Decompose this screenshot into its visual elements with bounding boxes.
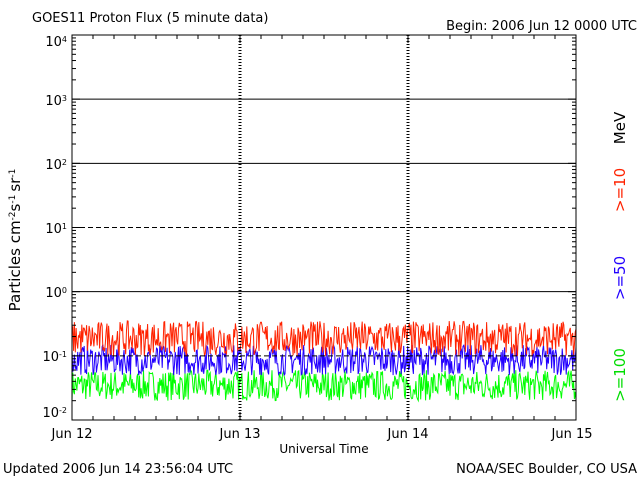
legend-entry-50mev: >=50 [611,256,629,300]
x-tick-label: Jun 15 [551,427,593,442]
y-axis-label: Particles cm-2s-1sr-1 [6,169,24,312]
series-layer [71,320,577,403]
updated-timestamp: Updated 2006 Jun 14 23:56:04 UTC [3,462,233,477]
y-tick-label: 101 [45,222,67,238]
y-tick-label: 100 [45,286,67,302]
tick-layer [71,35,577,421]
legend-unit: MeV [611,111,629,144]
series-line [71,343,577,377]
chart-title: GOES11 Proton Flux (5 minute data) [32,11,268,26]
legend-entry-10mev: >=10 [611,168,629,212]
x-tick-label: Jun 13 [219,427,261,442]
series-line [71,320,577,358]
series-line [71,369,577,403]
legend: MeV >=10 >=50 >=100 [611,111,629,402]
y-tick-label: 10-1 [42,350,67,366]
begin-label: Begin: 2006 Jun 12 0000 UTC [446,19,637,34]
y-tick-label: 10-2 [42,406,67,422]
x-axis-label: Universal Time [279,442,368,456]
y-tick-label: 103 [45,94,67,110]
plot-frame [71,34,577,421]
grid-layer [72,35,576,420]
x-tick-labels: Jun 12 Jun 13 Jun 14 Jun 15 [51,427,593,442]
source-credit: NOAA/SEC Boulder, CO USA [456,462,637,477]
x-tick-label: Jun 14 [387,427,429,442]
y-tick-label: 102 [45,158,67,174]
x-tick-label: Jun 12 [51,427,93,442]
y-tick-label: 104 [45,35,67,51]
y-tick-labels: 104 103 102 101 100 10-1 10-2 [42,35,67,422]
legend-entry-100mev: >=100 [611,348,629,402]
